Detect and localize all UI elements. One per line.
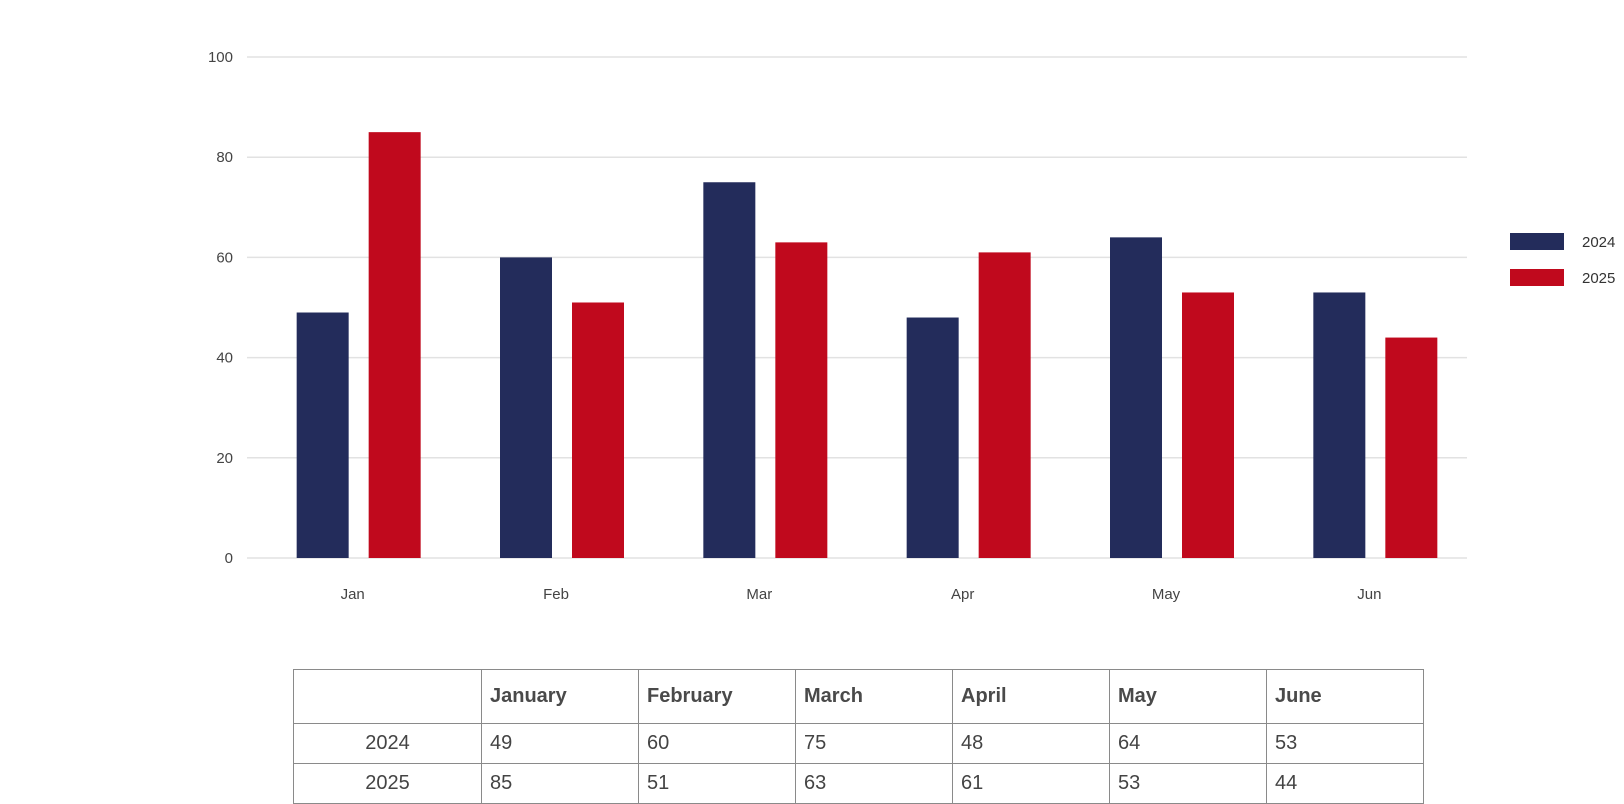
y-tick-label: 20 [216, 450, 233, 467]
table-cell: 49 [481, 723, 639, 764]
y-tick-label: 0 [225, 550, 233, 567]
bar [906, 317, 959, 558]
x-tick-label: Mar [746, 586, 772, 603]
bars [296, 132, 1438, 559]
table-header-cell [293, 669, 482, 724]
table-header-cell: February [638, 669, 796, 724]
x-tick-label: Feb [543, 586, 569, 603]
row-label: 2025 [293, 763, 482, 804]
table-cell: 53 [1266, 723, 1424, 764]
bar [1313, 292, 1366, 558]
bar-chart: 0 20 40 60 80 100 Jan Feb Mar Apr May Jun 2024 2025 [208, 49, 1615, 603]
bar [500, 257, 552, 558]
legend-swatch [1510, 233, 1564, 250]
y-axis: 0 20 40 60 80 100 [208, 49, 233, 567]
table-row: 2025 85 51 63 61 53 44 [293, 763, 1424, 804]
table-header-cell: March [795, 669, 953, 724]
gridlines [247, 56, 1467, 559]
bar [368, 132, 421, 558]
table-header-cell: April [952, 669, 1110, 724]
row-label: 2024 [293, 723, 482, 764]
table-cell: 48 [952, 723, 1110, 764]
table-cell: 53 [1109, 763, 1267, 804]
table-cell: 44 [1266, 763, 1424, 804]
y-tick-label: 60 [216, 249, 233, 266]
x-tick-label: May [1152, 586, 1181, 603]
bar [1110, 237, 1162, 559]
bar [296, 312, 349, 558]
bar [1182, 292, 1234, 558]
table-cell: 85 [481, 763, 639, 804]
table-header-row: January February March April May June [293, 669, 1424, 724]
bar [572, 302, 624, 558]
table-cell: 75 [795, 723, 953, 764]
bar [978, 252, 1031, 558]
legend-label: 2025 [1582, 270, 1615, 287]
bar [1385, 337, 1438, 558]
legend: 2024 2025 [1510, 233, 1615, 287]
table-header-cell: May [1109, 669, 1267, 724]
table-cell: 61 [952, 763, 1110, 804]
legend-swatch [1510, 269, 1564, 286]
x-axis: Jan Feb Mar Apr May Jun [341, 586, 1382, 603]
x-tick-label: Jan [341, 586, 365, 603]
table-row: 2024 49 60 75 48 64 53 [293, 723, 1424, 764]
table-cell: 60 [638, 723, 796, 764]
data-table: January February March April May June 20… [293, 669, 1424, 804]
table-header-cell: January [481, 669, 639, 724]
y-tick-label: 100 [208, 49, 233, 66]
x-tick-label: Jun [1357, 586, 1381, 603]
x-tick-label: Apr [951, 586, 974, 603]
table-cell: 64 [1109, 723, 1267, 764]
bar [775, 242, 828, 558]
legend-label: 2024 [1582, 234, 1615, 251]
table-cell: 63 [795, 763, 953, 804]
table-header-cell: June [1266, 669, 1424, 724]
bar [703, 182, 756, 558]
table-cell: 51 [638, 763, 796, 804]
y-tick-label: 40 [216, 350, 233, 367]
y-tick-label: 80 [216, 149, 233, 166]
